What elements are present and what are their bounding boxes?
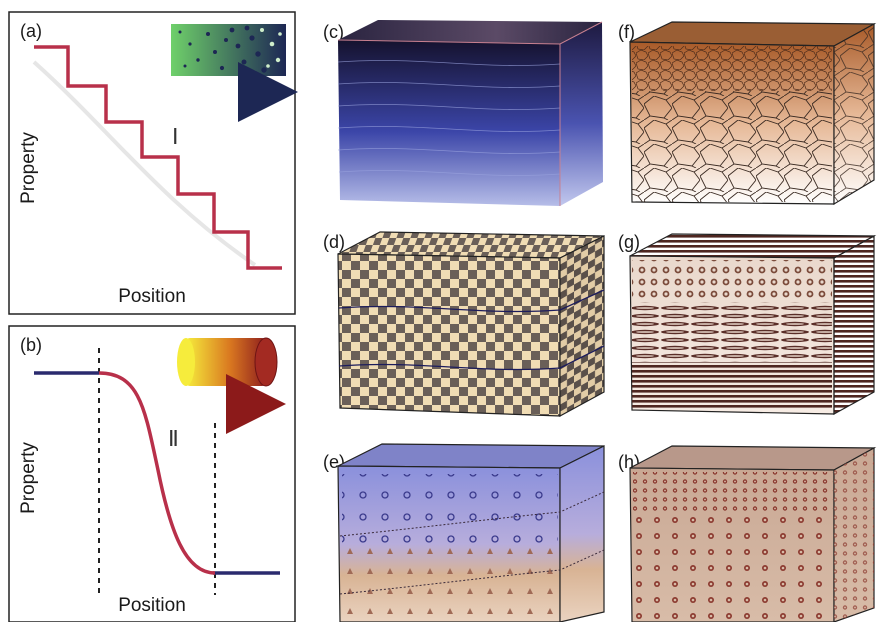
panel-b-roman: Ⅱ [168, 426, 179, 451]
panel-c-label: (c) [323, 22, 344, 42]
panel-c: (c) [323, 20, 603, 206]
cube-c-side-face [560, 22, 603, 206]
cube-d-front-face [337, 253, 561, 417]
cube-d-top-face [337, 231, 605, 259]
panel-b-xlabel: Position [118, 595, 186, 616]
cube-c-front-face [338, 40, 560, 206]
panel-a-roman: Ⅰ [172, 124, 179, 149]
panel-d: (d) [323, 231, 605, 418]
cube-e-side-face [559, 445, 605, 622]
panel-e: (e) [323, 443, 605, 622]
panel-g-label: (g) [618, 232, 640, 252]
cube-g-fibers [632, 302, 832, 362]
panel-g: (g) [618, 232, 877, 416]
cube-h-side-particles [834, 448, 874, 622]
panel-f: (f) [618, 21, 877, 206]
cube-c-edges [337, 21, 603, 206]
panel-a-xlabel: Position [118, 286, 186, 307]
cube-c-top-face [338, 20, 602, 44]
cube-e-triangle-particles [342, 548, 558, 618]
cube-e-interface-1 [339, 491, 605, 537]
cube-d-interface-1 [338, 289, 605, 313]
cube-f-small-cells [632, 46, 832, 91]
cube-d-side-face [559, 235, 605, 418]
cube-d-interface-2 [338, 345, 605, 371]
cube-c-layer-lines [337, 60, 561, 176]
cube-e-interface-2 [339, 549, 605, 595]
panel-a-label: (a) [20, 21, 42, 41]
cube-e-circle-particles [342, 474, 558, 544]
panel-f-label: (f) [618, 22, 635, 42]
panel-b-label: (b) [20, 335, 42, 355]
panel-b-smooth-curve [98, 371, 216, 575]
panel-a-step-curve [34, 45, 282, 270]
cube-g-side-face [833, 234, 875, 416]
cube-h-top-face [629, 445, 877, 471]
cube-g-lines [632, 362, 832, 410]
cube-f-large-cells [632, 91, 832, 202]
cube-f-side-cells [834, 24, 874, 204]
cube-h-sparse-particles [633, 512, 833, 620]
cube-h-dense-particles [633, 472, 833, 512]
panel-b: (b) Ⅱ Position Property [8, 325, 296, 622]
panel-h: (h) [618, 445, 877, 622]
panel-d-label: (d) [323, 232, 345, 252]
porosity-gradient-icon [171, 24, 286, 76]
porosity-holes-icon [178, 25, 267, 73]
cube-e-top-face [337, 443, 605, 469]
cube-g-rings [632, 260, 832, 302]
cube-g-top-face [629, 233, 877, 259]
panel-a-ylabel: Property [18, 132, 39, 204]
panel-a-faint-curve [32, 60, 257, 267]
panel-a: (a) Ⅰ Position Property [8, 11, 298, 315]
gradient-cylinder-icon [177, 337, 278, 387]
panel-b-ylabel: Property [18, 442, 39, 514]
